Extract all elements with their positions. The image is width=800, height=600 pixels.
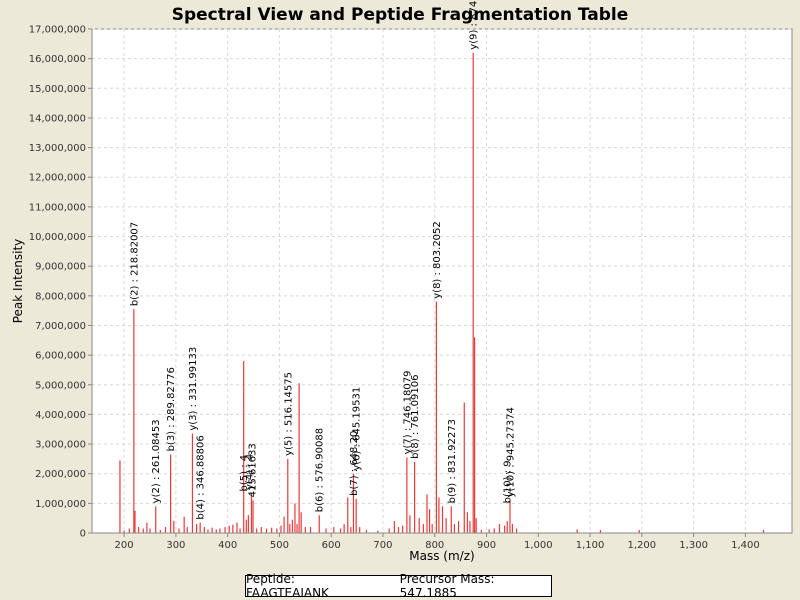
peak-annotation: b(10) : 9 <box>503 460 514 503</box>
x-tick-label: 200 <box>115 540 134 551</box>
x-tick-label: 600 <box>322 540 341 551</box>
y-tick-label: 6,000,000 <box>35 351 86 362</box>
peak-annotation: b(6) : 576.90088 <box>315 428 326 512</box>
x-tick-label: 400 <box>218 540 237 551</box>
grid-layer <box>92 28 792 533</box>
y-tick-label: 5,000,000 <box>35 380 86 391</box>
peptide-info-box: Peptide: FAAGTEAIANK Precursor Mass: 547… <box>245 572 552 600</box>
x-tick-label: 300 <box>166 540 185 551</box>
peak-annotation: b(5) : 4 <box>239 455 250 492</box>
peak-annotation: b(2) : 218.82007 <box>129 222 140 306</box>
chart-title: Spectral View and Peptide Fragmentation … <box>172 5 629 25</box>
x-tick-layer: 200 300 400 500 600 700 800 900 1,000 1,100 1,200 1… <box>115 533 760 551</box>
y-tick-label: 1,000,000 <box>35 499 86 510</box>
y-tick-label: 2,000,000 <box>35 469 86 480</box>
x-tick-label: 1,200 <box>628 540 657 551</box>
peak-annotation: 415.61633 <box>247 443 258 497</box>
y-tick-label: 3,000,000 <box>35 440 86 451</box>
x-tick-label: 500 <box>270 540 289 551</box>
peak-annotation: b(3) : 289.82776 <box>166 367 177 451</box>
peak-annotation: b(4) : 346.88806 <box>196 435 207 519</box>
x-tick-label: 1,400 <box>731 540 760 551</box>
x-tick-label: 900 <box>477 540 496 551</box>
peak-annotation: y(8) : 803.2052 <box>432 221 443 299</box>
y-tick-layer: 0 1,000,000 2,000,000 3,000,000 4,000,000 5,0… <box>29 25 92 540</box>
x-tick-label: 1,000 <box>524 540 553 551</box>
y-tick-label: 10,000,000 <box>29 232 86 243</box>
peak-annotation: y(6) : 645.19531 <box>352 387 363 471</box>
y-tick-label: 4,000,000 <box>35 410 86 421</box>
y-axis-label: Peak Intensity <box>11 239 25 324</box>
peak-annotation: y(7) : 746.18079 <box>402 371 413 455</box>
peak-annotation: b(7) : 648.20 <box>349 431 360 496</box>
peak-annotation: y(2) : 261.08453 <box>151 419 162 503</box>
y-tick-label: 15,000,000 <box>29 84 86 95</box>
y-tick-label: 7,000,000 <box>35 321 86 332</box>
y-tick-label: 12,000,000 <box>29 173 86 184</box>
precursor-mass-label: Precursor Mass: 547.1885 <box>399 572 495 600</box>
x-tick-label: 700 <box>373 540 392 551</box>
peak-annotation: b(9) : 831.92273 <box>447 419 458 503</box>
y-tick-label: 14,000,000 <box>29 113 86 124</box>
x-axis-label: Mass (m/z) <box>409 549 474 563</box>
y-tick-label: 8,000,000 <box>35 291 86 302</box>
peak-annotation: y(10) : 945.27374 <box>505 407 516 497</box>
x-tick-label: 800 <box>425 540 444 551</box>
y-tick-label: 17,000,000 <box>29 25 86 36</box>
peptide-label: Peptide: FAAGTEAIANK <box>246 572 329 600</box>
y-tick-label: 9,000,000 <box>35 262 86 273</box>
peak-annotation: y(9) : 874.24243 <box>469 0 480 50</box>
annotation-layer: b(2) : 218.82007 y(2) : 261.08453 b(3) : 2… <box>129 0 516 520</box>
peak-annotation: b(8) : 761.09106 <box>410 375 421 459</box>
peak-annotation: y(5) : 516.14575 <box>283 372 294 456</box>
x-tick-label: 1,300 <box>679 540 708 551</box>
y-tick-label: 0 <box>80 529 86 540</box>
plot-area <box>91 28 793 534</box>
peak-annotation: y(4) : 4 <box>244 454 255 490</box>
y-tick-label: 11,000,000 <box>29 202 86 213</box>
x-tick-label: 1,100 <box>576 540 605 551</box>
y-tick-label: 13,000,000 <box>29 143 86 154</box>
peak-layer <box>119 52 765 533</box>
peak-annotation: y(3) : 331.99133 <box>188 347 199 431</box>
y-tick-label: 16,000,000 <box>29 54 86 65</box>
